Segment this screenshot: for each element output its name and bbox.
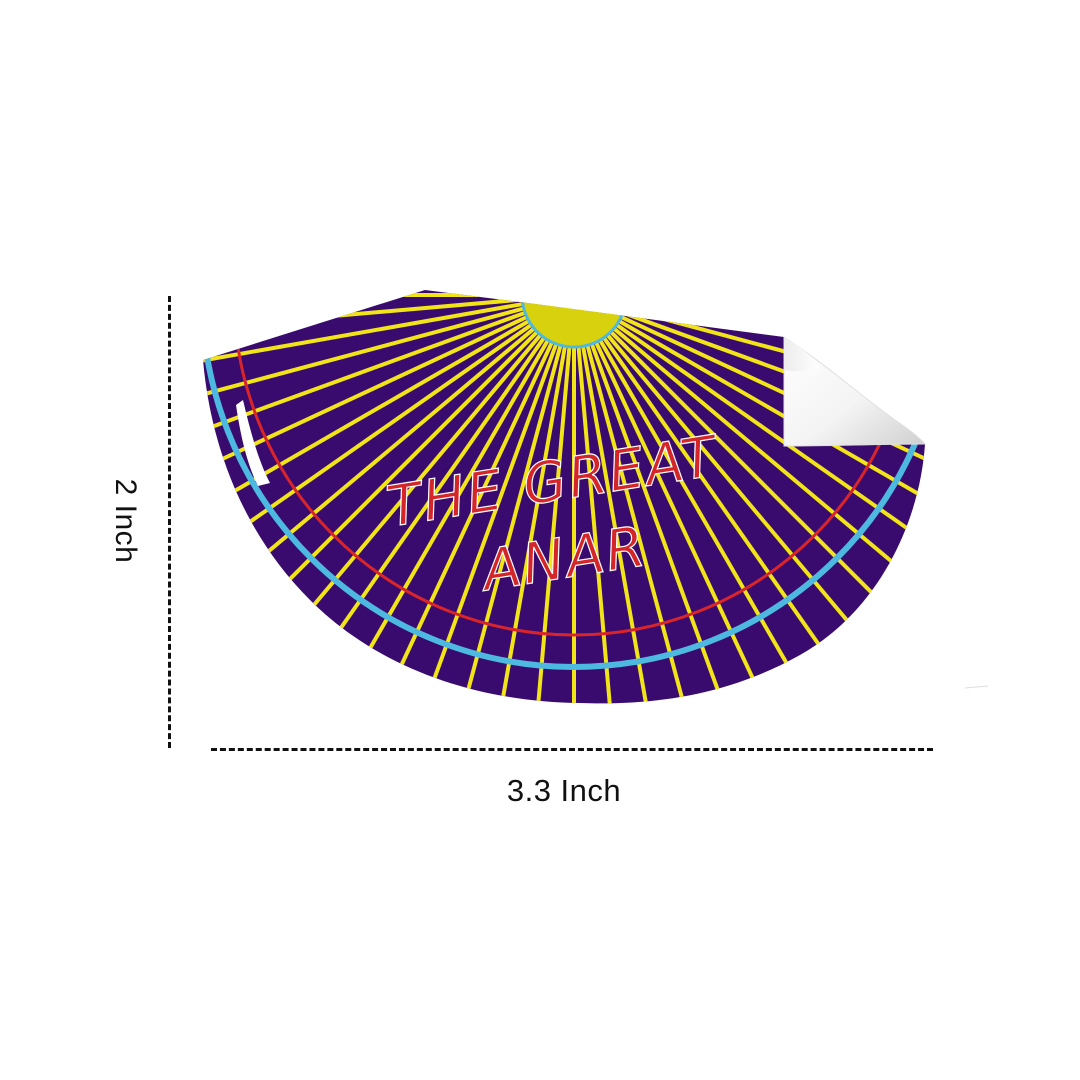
sun-ray bbox=[203, 293, 575, 517]
sun-ray bbox=[203, 293, 575, 388]
sun-ray bbox=[203, 293, 575, 432]
height-label: 2 Inch bbox=[109, 478, 142, 564]
sun-ray bbox=[203, 293, 575, 475]
sun-ray bbox=[572, 294, 667, 704]
width-dimension-line bbox=[211, 748, 933, 751]
height-dimension-line bbox=[168, 296, 171, 748]
outer-blue-ring bbox=[203, 290, 925, 670]
width-label: 3.3 Inch bbox=[506, 773, 622, 808]
sun-ray bbox=[203, 290, 575, 297]
sun-ray bbox=[572, 294, 622, 704]
edge-mark bbox=[964, 685, 989, 689]
sun-ray bbox=[573, 290, 925, 297]
sun-ray bbox=[437, 294, 576, 704]
sun-ray bbox=[203, 290, 575, 297]
sun-ray bbox=[203, 293, 576, 557]
sticker-body bbox=[203, 290, 925, 704]
sun-ray bbox=[572, 294, 711, 704]
sun-ray bbox=[526, 294, 576, 704]
sun-ray bbox=[573, 290, 925, 297]
peel-corner bbox=[783, 336, 927, 447]
sticker-highlight bbox=[236, 400, 270, 486]
sun-ray bbox=[481, 294, 576, 704]
sun-center bbox=[520, 290, 628, 349]
